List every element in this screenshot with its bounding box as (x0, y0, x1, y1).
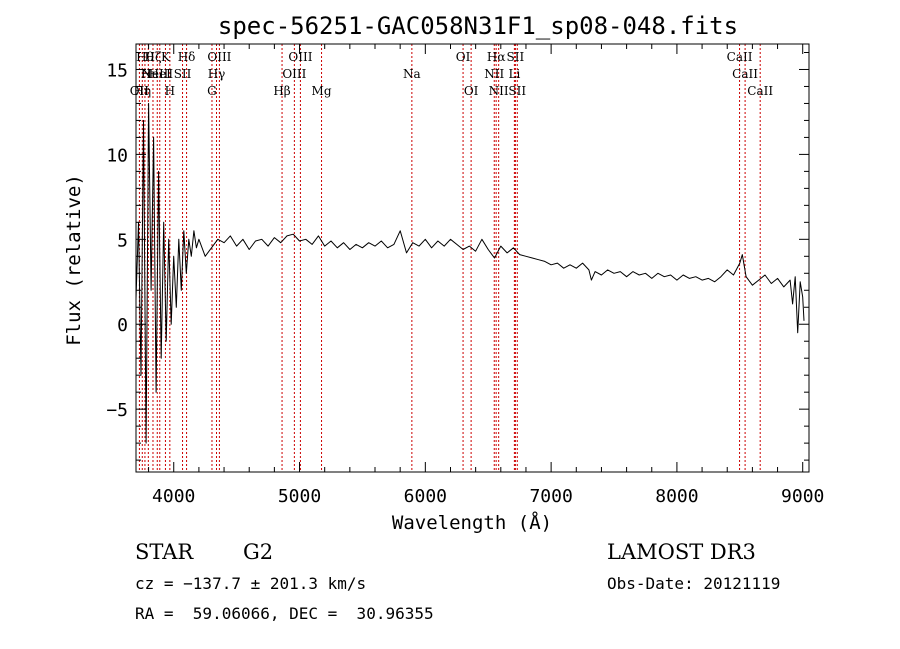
line-label-15: OIII (282, 67, 306, 81)
line-label-20: OI (464, 84, 479, 98)
y-tick-label-1: 0 (117, 315, 128, 336)
line-label-28: CaII (732, 67, 758, 81)
y-axis-label: Flux (relative) (63, 174, 85, 346)
line-label-29: CaII (747, 84, 773, 98)
object-class: STAR (135, 540, 194, 564)
y-tick-label-4: 15 (106, 60, 128, 81)
line-label-10: Hδ (178, 50, 196, 64)
y-tick-label-3: 10 (106, 145, 128, 166)
x-tick-label-2: 6000 (404, 486, 447, 507)
y-tick-label-0: −5 (106, 400, 128, 421)
object-subclass: G2 (243, 540, 274, 564)
line-label-26: SII (508, 84, 526, 98)
x-tick-label-4: 8000 (655, 486, 698, 507)
chart-title: spec-56251-GAC058N31F1_sp08-048.fits (218, 12, 738, 40)
line-label-14: Hβ (273, 84, 290, 98)
line-label-8: H (165, 84, 175, 98)
line-label-11: G (207, 84, 217, 98)
x-tick-label-0: 4000 (152, 486, 195, 507)
line-label-23: NII (489, 84, 509, 98)
line-label-9: SII (174, 67, 192, 81)
line-label-25: SII (507, 50, 525, 64)
line-label-2: Hθ (136, 50, 154, 64)
y-axis: −5 0 5 10 15 (106, 51, 809, 461)
line-label-3: Hι (141, 67, 156, 81)
x-axis: 4000 5000 6000 7000 8000 9000 (148, 44, 824, 507)
line-label-16: OIII (288, 50, 312, 64)
x-tick-label-3: 7000 (529, 486, 572, 507)
line-label-6: HeI (149, 67, 172, 81)
x-tick-label-1: 5000 (278, 486, 321, 507)
line-label-27: CaII (727, 50, 753, 64)
plot-frame (135, 43, 810, 473)
line-label-7: K (161, 50, 171, 64)
line-label-1: Hη (133, 84, 151, 98)
sky-coordinates: RA = 59.06066, DEC = 30.96355 (135, 604, 434, 623)
line-label-21: NII (484, 67, 504, 81)
line-label-12: Hγ (208, 67, 226, 81)
line-label-0: OII (130, 84, 150, 98)
spectrum-line (135, 102, 805, 444)
line-label-18: Na (403, 67, 421, 81)
line-label-5: NeIII (141, 67, 173, 81)
spectral-line-markers (138, 44, 761, 472)
x-axis-label: Wavelength (Å) (392, 511, 552, 534)
line-label-4: Hζ (144, 50, 161, 64)
line-label-13: OIII (207, 50, 231, 64)
y-tick-label-2: 5 (117, 230, 128, 251)
spectrum-series (135, 102, 805, 444)
redshift-velocity: cz = −137.7 ± 201.3 km/s (135, 574, 367, 593)
line-label-22: Hα (487, 50, 506, 64)
line-label-17: Mg (312, 84, 332, 98)
observation-date: Obs-Date: 20121119 (607, 574, 781, 593)
line-label-24: Li (508, 67, 520, 81)
line-label-19: OI (456, 50, 471, 64)
survey-name: LAMOST DR3 (607, 540, 756, 564)
x-tick-label-5: 9000 (781, 486, 824, 507)
